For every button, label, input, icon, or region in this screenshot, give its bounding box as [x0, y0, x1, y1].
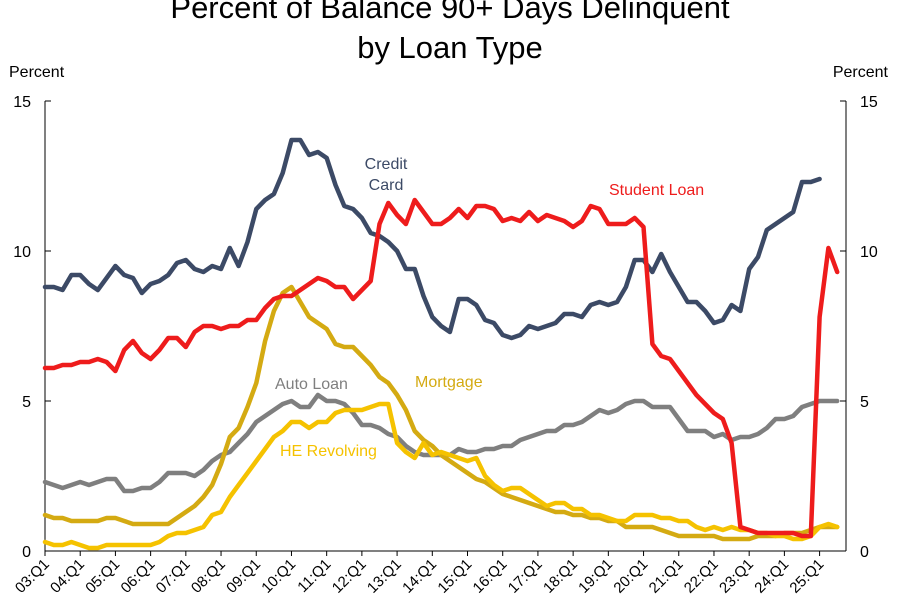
x-tick-label: 09:Q1 [223, 556, 264, 597]
x-tick-label: 19:Q1 [575, 556, 616, 597]
x-tick-label: 14:Q1 [399, 556, 440, 597]
x-tick-label: 04:Q1 [47, 556, 88, 597]
x-tick-label: 21:Q1 [646, 556, 687, 597]
x-tick-label: 20:Q1 [610, 556, 651, 597]
x-tick-label: 25:Q1 [786, 556, 827, 597]
credit-card-label-line: Credit [365, 156, 408, 173]
credit-card-label: Credit Card [365, 156, 408, 194]
student-loan-label-line: Student Loan [609, 182, 704, 199]
y-tick-label-left: 10 [13, 244, 31, 261]
mortgage-label: Mortgage [415, 374, 483, 391]
student-loan-line [42, 197, 840, 539]
x-tick-label: 13:Q1 [364, 556, 405, 597]
x-tick-label: 24:Q1 [751, 556, 792, 597]
y-tick-label-left: 5 [22, 394, 31, 411]
x-tick-label: 22:Q1 [681, 556, 722, 597]
he-revolving-label-line: HE Revolving [280, 443, 377, 460]
y-tick-label-left: 0 [22, 544, 31, 561]
x-tick-label: 16:Q1 [470, 556, 511, 597]
x-tick-label: 23:Q1 [716, 556, 757, 597]
x-tick-label: 18:Q1 [540, 556, 581, 597]
he-revolving-line [42, 401, 840, 551]
mortgage-line [42, 284, 840, 542]
x-tick-label: 10:Q1 [258, 556, 299, 597]
x-tick-label: 05:Q1 [82, 556, 123, 597]
student-loan-label: Student Loan [609, 182, 704, 199]
x-tick-label: 11:Q1 [294, 556, 334, 596]
x-tick-label: 15:Q1 [434, 556, 475, 597]
y-tick-label-right: 15 [860, 94, 878, 111]
right-axis-unit: Percent [832, 64, 888, 81]
y-tick-label-right: 10 [860, 244, 878, 261]
x-tick-label: 03:Q1 [12, 556, 53, 597]
x-tick-label: 07:Q1 [153, 556, 194, 597]
x-tick-label: 06:Q1 [118, 556, 159, 597]
chart-title-line-2: by Loan Type [357, 30, 543, 65]
x-tick-label: 08:Q1 [188, 556, 229, 597]
he-revolving-label: HE Revolving [280, 443, 377, 460]
left-axis-unit: Percent [9, 64, 65, 81]
auto-loan-label-line: Auto Loan [275, 376, 348, 393]
auto-loan-line [42, 392, 840, 494]
credit-card-label-line: Card [369, 177, 404, 194]
y-tick-label-right: 5 [860, 394, 869, 411]
x-tick-label: 17:Q1 [505, 556, 546, 597]
mortgage-label-line: Mortgage [415, 374, 483, 391]
chart-title-line-1: Percent of Balance 90+ Days Delinquent [170, 0, 730, 25]
credit-card-line [42, 137, 822, 341]
x-tick-label: 12:Q1 [329, 556, 370, 597]
auto-loan-label: Auto Loan [275, 376, 348, 393]
y-tick-label-left: 15 [13, 94, 31, 111]
y-tick-label-right: 0 [860, 544, 869, 561]
chart-title: Percent of Balance 90+ Days Delinquent b… [0, 0, 900, 68]
